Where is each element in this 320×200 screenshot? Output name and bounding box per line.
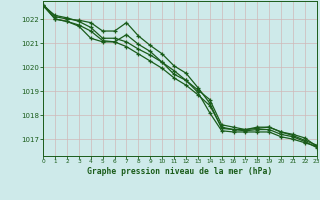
X-axis label: Graphe pression niveau de la mer (hPa): Graphe pression niveau de la mer (hPa) (87, 167, 273, 176)
